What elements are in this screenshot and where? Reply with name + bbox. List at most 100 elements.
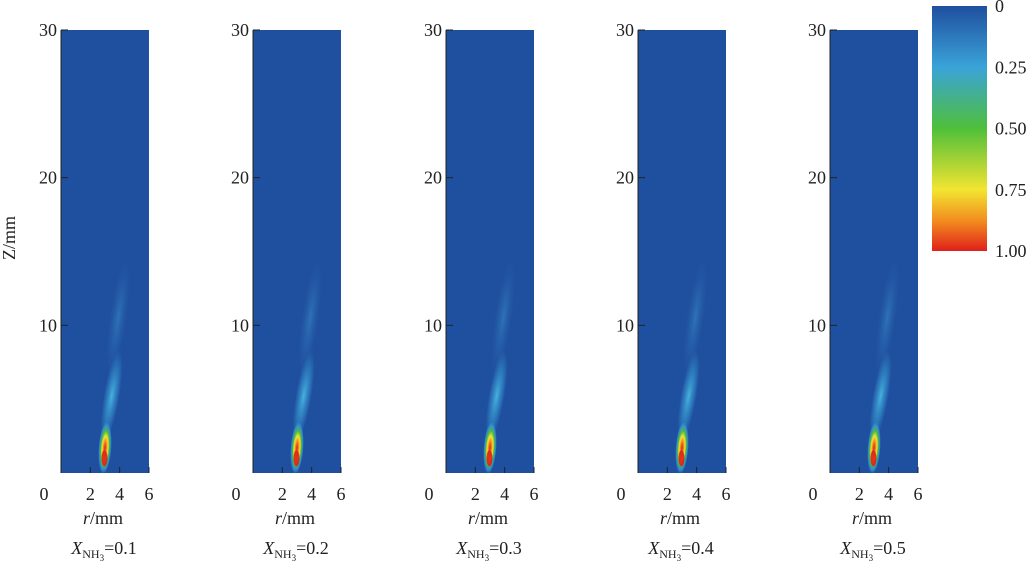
y-tick-label: 10 (808, 315, 826, 335)
x-tick-label: 2 (278, 484, 287, 504)
y-tick-label: 20 (39, 168, 57, 188)
flame-peak (678, 450, 685, 467)
panel-caption: XNH3=0.5 (839, 538, 906, 562)
y-tick-label: 30 (616, 20, 634, 40)
x-axis-var: r (275, 508, 283, 528)
x-axis-var: r (468, 508, 476, 528)
x-axis-title: r/mm (275, 508, 315, 528)
x-tick-label: 0 (40, 484, 49, 504)
caption-value: =0.3 (489, 538, 522, 558)
flame-core (867, 421, 881, 473)
flame-peak (101, 450, 108, 467)
caption-subsub: 3 (100, 553, 105, 562)
y-tick-label: 30 (424, 20, 442, 40)
y-tick-label: 20 (616, 168, 634, 188)
x-axis-title: r/mm (660, 508, 700, 528)
x-axis-var: r (83, 508, 91, 528)
x-tick-label: 6 (722, 484, 731, 504)
x-tick-label: 2 (663, 484, 672, 504)
flame-core (675, 421, 689, 473)
colorbar-bar (932, 6, 987, 251)
caption-var: X (455, 538, 468, 558)
x-tick-label: 6 (530, 484, 539, 504)
x-axis-unit: /mm (90, 508, 123, 528)
flame-core (290, 421, 304, 473)
x-tick-label: 2 (471, 484, 480, 504)
colorbar-label: 0.50 (995, 119, 1027, 139)
y-tick-label: 30 (39, 20, 57, 40)
x-axis-title: r/mm (852, 508, 892, 528)
flame-core (483, 421, 497, 473)
y-axis-title: Z/mm (0, 216, 19, 260)
flame-wisp (682, 258, 708, 378)
flame-peak (870, 450, 877, 467)
y-tick-label: 10 (616, 315, 634, 335)
x-tick-label: 6 (914, 484, 923, 504)
x-axis-unit: /mm (667, 508, 700, 528)
flame-plume (100, 350, 123, 442)
caption-sub: NH (274, 547, 292, 561)
x-tick-label: 6 (145, 484, 154, 504)
x-tick-label: 4 (884, 484, 893, 504)
flame-wisp (874, 258, 900, 378)
caption-var: X (70, 538, 83, 558)
y-tick-label: 10 (231, 315, 249, 335)
x-axis-unit: /mm (282, 508, 315, 528)
caption-sub: NH (82, 547, 100, 561)
flame-region (675, 258, 708, 473)
caption-var: X (839, 538, 852, 558)
caption-subsub: 3 (677, 553, 682, 562)
flame-peak (486, 450, 493, 467)
caption-value: =0.2 (296, 538, 329, 558)
caption-subsub: 3 (869, 553, 874, 562)
panel-caption: XNH3=0.4 (647, 538, 714, 562)
flame-plume (677, 350, 700, 442)
x-axis-title: r/mm (83, 508, 123, 528)
x-tick-label: 4 (500, 484, 509, 504)
colorbar: 0 0.25 0.50 0.75 1.00 (932, 0, 1027, 261)
x-tick-label: 2 (86, 484, 95, 504)
x-axis-title: r/mm (468, 508, 508, 528)
caption-value: =0.4 (681, 538, 714, 558)
y-tick-label: 20 (808, 168, 826, 188)
x-tick-label: 0 (232, 484, 241, 504)
caption-subsub: 3 (292, 553, 297, 562)
colorbar-label: 0.75 (995, 180, 1027, 200)
panel-caption: XNH3=0.3 (455, 538, 522, 562)
flame-plume (869, 350, 892, 442)
caption-var: X (647, 538, 660, 558)
panel-caption: XNH3=0.1 (70, 538, 137, 562)
caption-sub: NH (851, 547, 869, 561)
flame-core (98, 421, 112, 473)
x-axis-var: r (852, 508, 860, 528)
caption-value: =0.1 (104, 538, 137, 558)
x-tick-label: 4 (115, 484, 124, 504)
colorbar-label: 1.00 (995, 241, 1027, 261)
x-axis-unit: /mm (475, 508, 508, 528)
x-tick-label: 2 (855, 484, 864, 504)
x-axis-unit: /mm (859, 508, 892, 528)
y-tick-label: 10 (424, 315, 442, 335)
flame-peak (293, 450, 300, 467)
panel: 10 20 30 0 2 4 6 r/mm XNH3=0.5 (808, 20, 923, 562)
x-tick-label: 6 (337, 484, 346, 504)
flame-region (867, 258, 900, 473)
caption-sub: NH (467, 547, 485, 561)
y-tick-label: 10 (39, 315, 57, 335)
x-tick-label: 0 (809, 484, 818, 504)
x-axis-var: r (660, 508, 668, 528)
y-tick-label: 30 (231, 20, 249, 40)
y-tick-label: 20 (424, 168, 442, 188)
flame-region (483, 258, 516, 473)
x-tick-label: 0 (425, 484, 434, 504)
flame-region (290, 258, 323, 473)
caption-subsub: 3 (485, 553, 490, 562)
y-tick-label: 30 (808, 20, 826, 40)
caption-sub: NH (659, 547, 677, 561)
